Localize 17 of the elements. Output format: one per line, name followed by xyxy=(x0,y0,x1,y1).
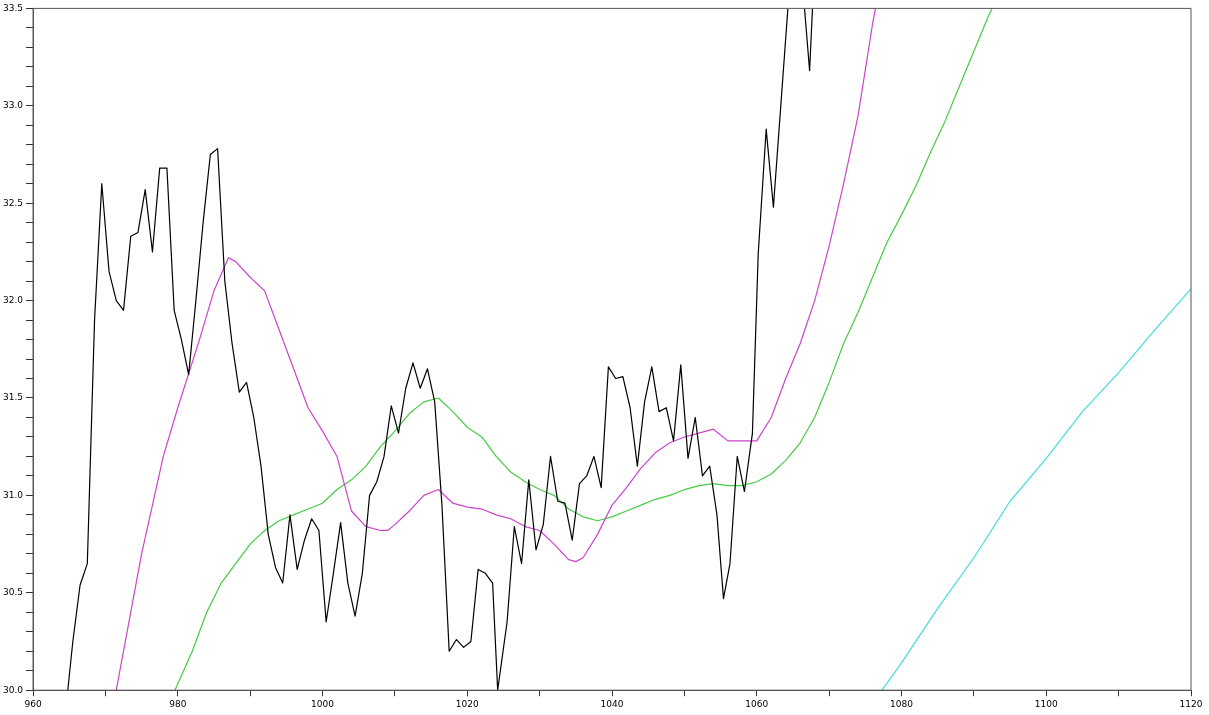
y-tick-label: 30.0 xyxy=(2,684,24,695)
y-tick-label: 33.0 xyxy=(2,100,24,111)
y-tick-label: 33.5 xyxy=(2,2,24,13)
y-tick-label: 32.0 xyxy=(2,294,24,305)
x-tick-label: 1120 xyxy=(1179,698,1203,709)
x-tick-label: 1040 xyxy=(600,698,624,709)
y-tick-label: 30.5 xyxy=(2,587,24,598)
x-tick-label: 1000 xyxy=(311,698,335,709)
y-tick-label: 32.5 xyxy=(2,197,24,208)
x-tick-label: 1060 xyxy=(745,698,769,709)
x-tick-label: 960 xyxy=(24,698,42,709)
x-tick-label: 1100 xyxy=(1034,698,1058,709)
x-tick-label: 1020 xyxy=(455,698,479,709)
x-tick-label: 980 xyxy=(169,698,187,709)
y-tick-label: 31.0 xyxy=(2,489,24,500)
x-tick-label: 1080 xyxy=(890,698,914,709)
y-tick-label: 31.5 xyxy=(2,392,24,403)
